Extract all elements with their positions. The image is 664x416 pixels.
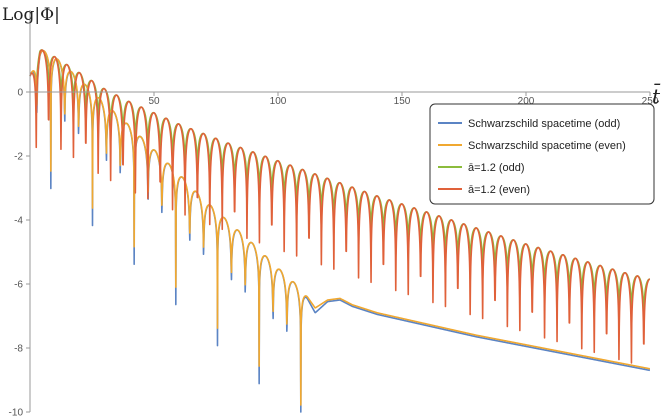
x-tick-label: 50 xyxy=(148,96,160,107)
x-tick-label: 100 xyxy=(270,96,287,107)
y-tick-label: 0 xyxy=(17,88,23,99)
y-ticks: 0 -2 -4 -6 -8 -10 xyxy=(9,88,30,416)
x-tick-label: 200 xyxy=(518,96,535,107)
series-layer xyxy=(29,49,651,413)
y-tick-label: -2 xyxy=(14,152,23,163)
x-axis-title: t̄ xyxy=(652,83,661,108)
legend-label-a12-odd: ā=1.2 (odd) xyxy=(468,162,525,174)
series-schwarzschild-even xyxy=(29,49,651,406)
y-axis-title: Log|Φ| xyxy=(2,5,60,25)
series-a12-even xyxy=(29,49,651,364)
y-tick-label: -8 xyxy=(14,344,23,355)
legend-label-schwarzschild-even: Schwarzschild spacetime (even) xyxy=(468,140,626,152)
y-tick-label: -6 xyxy=(14,280,23,291)
x-tick-label: 150 xyxy=(394,96,411,107)
y-tick-label: -4 xyxy=(14,216,23,227)
legend-label-a12-even: ā=1.2 (even) xyxy=(468,184,530,196)
y-tick-label: -10 xyxy=(9,408,24,416)
x-ticks: 50 100 150 200 250 xyxy=(148,92,659,107)
legend-box xyxy=(429,103,655,205)
legend-label-schwarzschild-odd: Schwarzschild spacetime (odd) xyxy=(468,118,620,130)
legend: Schwarzschild spacetime (odd) Schwarzsch… xyxy=(429,103,655,205)
x-tick-label: 250 xyxy=(642,96,659,107)
